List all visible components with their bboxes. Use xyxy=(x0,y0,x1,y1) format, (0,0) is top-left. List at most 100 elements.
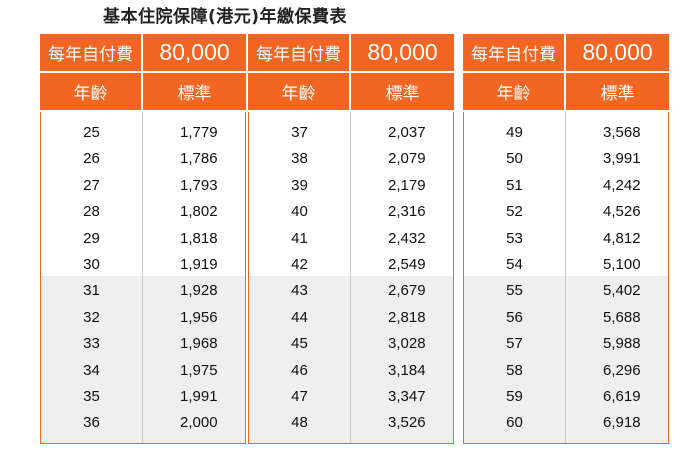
standard-column-header: 標準 xyxy=(141,73,246,110)
table-row: 26 1,786 xyxy=(41,146,245,172)
age-cell: 44 xyxy=(291,308,308,326)
table-row: 29 1,818 xyxy=(41,226,245,252)
premium-cell: 4,812 xyxy=(603,229,641,247)
premium-cell: 1,956 xyxy=(180,308,218,326)
age-cell: 50 xyxy=(506,150,523,168)
premium-table-panel: 每年自付費 80,000 年齡 標準 49 3,568 50 3,991 51 4,242… xyxy=(463,34,669,444)
table-row: 55 5,402 xyxy=(464,278,668,304)
premium-cell: 5,988 xyxy=(603,335,641,353)
table-row: 31 1,928 xyxy=(41,278,245,304)
age-column-header: 年齡 xyxy=(496,84,531,104)
age-cell: 48 xyxy=(291,414,308,432)
premium-cell: 1,975 xyxy=(180,361,218,379)
table-row: 36 2,000 xyxy=(41,410,245,436)
premium-table-panel: 每年自付費 80,000 年齡 標準 25 1,779 26 1,786 27 1,793… xyxy=(40,34,246,444)
age-cell: 54 xyxy=(506,255,523,273)
premium-cell: 1,919 xyxy=(180,255,218,273)
age-cell: 41 xyxy=(291,229,308,247)
table-row: 54 5,100 xyxy=(464,252,668,278)
table-row: 57 5,988 xyxy=(464,331,668,357)
premium-cell: 1,928 xyxy=(180,282,218,300)
age-cell: 37 xyxy=(291,124,308,141)
age-cell: 60 xyxy=(506,414,523,432)
age-cell: 55 xyxy=(506,282,523,300)
deductible-value: 80,000 xyxy=(349,34,454,71)
age-cell: 34 xyxy=(83,361,100,379)
table-row: 49 3,568 xyxy=(464,120,668,146)
premium-cell: 2,818 xyxy=(388,308,426,326)
table-body: 49 3,568 50 3,991 51 4,242 52 4,526 53 4,812 54 5,1… xyxy=(463,112,669,444)
premium-cell: 3,347 xyxy=(388,387,426,405)
table-row: 39 2,179 xyxy=(249,173,453,199)
table-row: 38 2,079 xyxy=(249,146,453,172)
age-cell: 33 xyxy=(83,335,100,353)
age-cell: 52 xyxy=(506,203,523,221)
table-row: 47 3,347 xyxy=(249,384,453,410)
age-cell: 58 xyxy=(506,361,523,379)
premium-cell: 5,688 xyxy=(603,308,641,326)
table-row: 43 2,679 xyxy=(249,278,453,304)
table-row: 46 3,184 xyxy=(249,358,453,384)
table-row: 40 2,316 xyxy=(249,199,453,225)
premium-cell: 1,818 xyxy=(180,229,218,247)
table-row: 52 4,526 xyxy=(464,199,668,225)
premium-cell: 1,991 xyxy=(180,387,218,405)
age-cell: 26 xyxy=(83,150,100,168)
table-row: 41 2,432 xyxy=(249,226,453,252)
age-cell: 53 xyxy=(506,229,523,247)
deductible-value: 80,000 xyxy=(564,34,669,71)
premium-cell: 2,316 xyxy=(388,203,426,221)
premium-cell: 4,242 xyxy=(603,176,641,194)
age-cell: 30 xyxy=(83,255,100,273)
age-cell: 45 xyxy=(291,335,308,353)
table-rows: 49 3,568 50 3,991 51 4,242 52 4,526 53 4,812 54 5,1… xyxy=(464,120,668,437)
premium-cell: 5,402 xyxy=(603,282,641,300)
table-row: 25 1,779 xyxy=(41,120,245,146)
premium-cell: 3,028 xyxy=(388,335,426,353)
standard-column-header: 標準 xyxy=(349,73,454,110)
age-cell: 32 xyxy=(83,308,100,326)
table-row: 42 2,549 xyxy=(249,252,453,278)
shaded-band xyxy=(41,276,245,443)
premium-cell: 3,991 xyxy=(603,150,641,168)
table-rows: 25 1,779 26 1,786 27 1,793 28 1,802 29 1,818 30 1,9… xyxy=(41,120,245,437)
premium-cell: 6,918 xyxy=(603,414,641,432)
age-cell: 42 xyxy=(291,255,308,273)
table-row: 53 4,812 xyxy=(464,226,668,252)
age-cell: 25 xyxy=(83,124,100,141)
deductible-label: 每年自付費 xyxy=(256,45,341,65)
table-row: 45 3,028 xyxy=(249,331,453,357)
column-header: 年齡 標準 xyxy=(248,73,454,110)
premium-cell: 2,179 xyxy=(388,176,426,194)
table-row: 56 5,688 xyxy=(464,305,668,331)
age-cell: 57 xyxy=(506,335,523,353)
age-cell: 29 xyxy=(83,229,100,247)
age-cell: 43 xyxy=(291,282,308,300)
premium-cell: 2,549 xyxy=(388,255,426,273)
premium-cell: 1,802 xyxy=(180,203,218,221)
premium-cell: 4,526 xyxy=(603,203,641,221)
age-cell: 47 xyxy=(291,387,308,405)
table-row: 34 1,975 xyxy=(41,358,245,384)
premium-cell: 1,779 xyxy=(180,124,218,141)
deductible-header: 每年自付費 80,000 xyxy=(248,34,454,71)
column-divider xyxy=(142,112,143,443)
age-cell: 49 xyxy=(506,124,523,141)
table-body: 25 1,779 26 1,786 27 1,793 28 1,802 29 1,818 30 1,9… xyxy=(40,112,246,444)
premium-cell: 2,679 xyxy=(388,282,426,300)
column-header: 年齡 標準 xyxy=(40,73,246,110)
age-cell: 59 xyxy=(506,387,523,405)
deductible-value: 80,000 xyxy=(141,34,246,71)
age-column-header: 年齡 xyxy=(73,84,108,104)
premium-cell: 1,786 xyxy=(180,150,218,168)
table-row: 37 2,037 xyxy=(249,120,453,146)
age-cell: 35 xyxy=(83,387,100,405)
premium-cell: 3,568 xyxy=(603,124,641,141)
age-cell: 31 xyxy=(83,282,100,300)
premium-cell: 6,296 xyxy=(603,361,641,379)
column-header: 年齡 標準 xyxy=(463,73,669,110)
table-row: 30 1,919 xyxy=(41,252,245,278)
page-title: 基本住院保障(港元)年繳保費表 xyxy=(103,7,348,27)
age-column-header: 年齡 xyxy=(281,84,316,104)
premium-cell: 2,079 xyxy=(388,150,426,168)
